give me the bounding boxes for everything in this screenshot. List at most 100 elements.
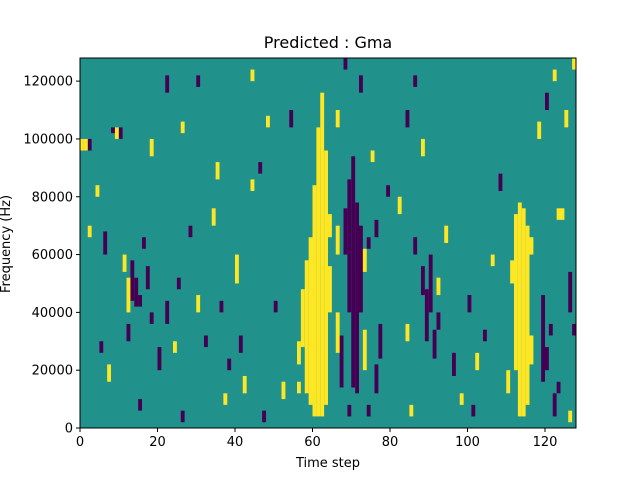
heatmap-cell (99, 341, 104, 353)
heatmap-cell (568, 271, 573, 313)
heatmap-cell (87, 138, 92, 151)
y-tick-label: 120000 (23, 75, 73, 90)
heatmap-cell (351, 156, 356, 388)
heatmap-cell (471, 404, 476, 417)
heatmap-cell (219, 300, 224, 313)
heatmap-cell (335, 312, 340, 353)
x-axis-label: Time step (295, 456, 360, 471)
heatmap-cell (545, 347, 549, 371)
heatmap-cell (572, 323, 577, 336)
heatmap-cell (196, 295, 201, 313)
heatmap-cell (324, 150, 329, 405)
heatmap-cell (138, 399, 143, 411)
heatmap-cell (545, 92, 549, 111)
heatmap-cell (211, 208, 216, 226)
heatmap-cell (122, 254, 127, 272)
x-tick-label: 0 (76, 435, 84, 450)
heatmap-cell (281, 381, 286, 400)
heatmap-cell (467, 295, 472, 313)
heatmap-cell (483, 329, 487, 342)
heatmap-cell (316, 127, 321, 417)
heatmap-cell (421, 266, 425, 296)
x-tick-label: 120 (533, 435, 558, 450)
heatmap-cell (432, 329, 437, 359)
heatmap-cell (188, 225, 193, 238)
heatmap-cell (347, 404, 352, 417)
x-tick-label: 20 (149, 435, 166, 450)
heatmap-cell (362, 248, 367, 272)
heatmap-cell (320, 92, 325, 417)
heatmap-cell (266, 115, 270, 128)
heatmap-cell (215, 162, 220, 180)
heatmap-cell (517, 202, 522, 417)
heatmap-cell (180, 121, 185, 134)
heatmap-cell (300, 289, 305, 348)
heatmap-cell (165, 300, 170, 324)
x-tick-label: 40 (227, 435, 244, 450)
heatmap-cell (114, 127, 119, 139)
heatmap-cell (258, 162, 263, 174)
heatmap-cell (250, 179, 255, 191)
heatmap-cell (564, 110, 569, 128)
y-tick-label: 20000 (32, 364, 73, 379)
heatmap-cell (145, 266, 150, 290)
heatmap-cell (436, 277, 441, 296)
heatmap-cell (157, 347, 162, 371)
heatmap-cell (359, 75, 363, 93)
heatmap-cell (126, 323, 131, 342)
heatmap-cell (107, 364, 112, 382)
heatmap-cell (374, 219, 379, 238)
heatmap-cell (273, 300, 278, 313)
heatmap-cell (289, 110, 294, 128)
heatmap-cell (196, 75, 201, 87)
heatmap-cell (238, 335, 243, 353)
heatmap-cell (173, 341, 177, 353)
heatmap-cell (180, 410, 185, 423)
heatmap-cell (362, 329, 367, 371)
heatmap-cell (552, 393, 557, 417)
heatmap-cell (572, 58, 577, 70)
heatmap-cell (490, 254, 495, 267)
x-tick-label: 80 (382, 435, 399, 450)
heatmap-cell (514, 214, 518, 371)
heatmap-cell (529, 335, 534, 365)
heatmap-cell (297, 341, 301, 365)
heatmap-cell (149, 312, 154, 324)
heatmap-cell (335, 110, 340, 128)
heatmap-cell (308, 237, 313, 405)
heatmap-cell (359, 225, 363, 313)
heatmap-cell (525, 225, 530, 405)
heatmap-cell (111, 127, 115, 134)
heatmap-cell (413, 75, 418, 87)
heatmap-cell (328, 266, 332, 313)
heatmap-cell (343, 58, 348, 70)
heatmap-cell (343, 208, 348, 255)
heatmap-cell (374, 364, 379, 394)
heatmap-cell (413, 237, 418, 255)
heatmap-cell (138, 295, 143, 307)
heatmap-cell (165, 75, 170, 93)
heatmap-cell (529, 237, 534, 255)
heatmap-cell (370, 150, 375, 163)
heatmap-cell (548, 323, 553, 336)
heatmap-cell (560, 208, 565, 220)
heatmap-cell (436, 312, 441, 330)
heatmap-cell (149, 138, 154, 157)
heatmap-cell (409, 404, 414, 417)
heatmap-cell (204, 335, 208, 348)
heatmap-cell (242, 375, 247, 394)
heatmap-cell (405, 110, 410, 128)
heatmap-cell (80, 138, 84, 151)
y-tick-label: 0 (65, 422, 73, 437)
heatmap-cell (452, 352, 456, 376)
heatmap-cell (297, 381, 301, 394)
heatmap-cell (118, 127, 123, 139)
heatmap-cell (250, 69, 255, 82)
y-tick-label: 100000 (23, 132, 73, 147)
heatmap-cell (378, 323, 383, 359)
heatmap-cell (328, 214, 332, 238)
heatmap-cell (541, 295, 546, 382)
heatmap-cell (475, 352, 480, 371)
heatmap-cell (556, 381, 561, 394)
